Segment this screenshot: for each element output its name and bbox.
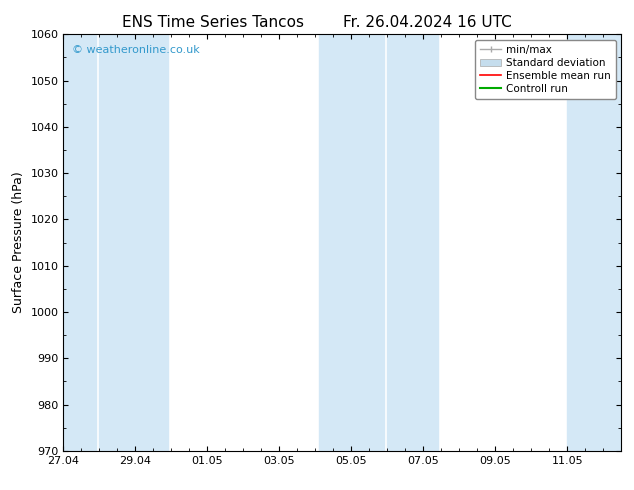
- Text: ENS Time Series Tancos        Fr. 26.04.2024 16 UTC: ENS Time Series Tancos Fr. 26.04.2024 16…: [122, 15, 512, 30]
- Bar: [63, 34, 96, 451]
- Y-axis label: Surface Pressure (hPa): Surface Pressure (hPa): [12, 172, 25, 314]
- Text: © weatheronline.co.uk: © weatheronline.co.uk: [72, 45, 200, 55]
- Bar: [100, 34, 168, 451]
- Legend: min/max, Standard deviation, Ensemble mean run, Controll run: min/max, Standard deviation, Ensemble me…: [475, 40, 616, 99]
- Bar: [319, 34, 384, 451]
- Bar: [387, 34, 437, 451]
- Bar: [567, 34, 621, 451]
